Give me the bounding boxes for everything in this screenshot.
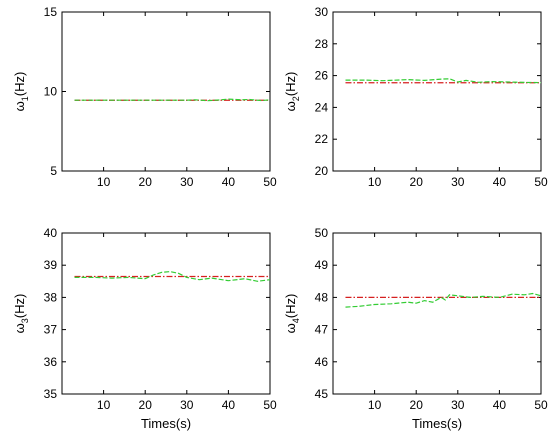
x-tick-label: 50 [263,398,277,412]
subplot-4: 10 20 30 40 50 45 46 47 48 49 50 ω4(Hz) Times(s) [283,226,548,431]
y-label-subscript: 2 [291,96,301,101]
y-label-symbol: ω [283,323,298,333]
y-tick-label: 46 [315,355,329,369]
y-tick-label: 39 [44,258,58,272]
y-tick-label: 49 [315,258,329,272]
y-axis-label: ω1(Hz) [12,72,30,112]
x-tick-label: 10 [97,398,111,412]
plot-frame [332,11,542,172]
y-label-symbol: ω [283,101,298,111]
x-tick-label: 40 [222,175,236,189]
y-tick-label: 36 [44,355,58,369]
x-tick-label: 30 [451,175,465,189]
x-tick-label: 30 [451,398,465,412]
x-tick-label: 10 [368,398,382,412]
y-axis-label: ω3(Hz) [12,294,30,334]
y-tick-label: 47 [315,323,329,337]
x-tick-label: 20 [139,175,153,189]
x-axis-label: Times(s) [412,416,462,431]
series-line [345,292,542,308]
y-tick-label: 37 [44,323,58,337]
plot-frame [332,232,542,395]
y-label-subscript: 3 [20,318,30,323]
y-label-unit: (Hz) [283,294,298,319]
y-tick-label: 26 [315,69,329,83]
x-tick-label: 40 [493,398,507,412]
y-axis-label: ω2(Hz) [283,72,301,112]
plot-frame [61,232,271,395]
x-tick-label: 20 [410,398,424,412]
y-tick-label: 5 [50,164,57,178]
plot-frame [61,11,271,172]
y-tick-label: 45 [315,387,329,401]
y-axis-label: ω4(Hz) [283,294,301,334]
y-label-subscript: 1 [20,96,30,101]
y-tick-label: 10 [44,85,58,99]
y-tick-label: 38 [44,290,58,304]
x-tick-label: 40 [493,175,507,189]
y-label-unit: (Hz) [12,72,27,97]
y-tick-label: 24 [315,100,329,114]
y-label-symbol: ω [12,323,27,333]
y-tick-label: 28 [315,37,329,51]
y-label-subscript: 4 [291,318,301,323]
y-tick-label: 40 [44,226,58,240]
series-line [74,270,271,282]
x-tick-label: 10 [368,175,382,189]
x-tick-label: 50 [534,175,548,189]
x-tick-label: 30 [180,398,194,412]
y-label-unit: (Hz) [12,294,27,319]
subplot-3: 10 20 30 40 50 35 36 37 38 39 40 ω3(Hz) Times(s) [12,226,277,431]
x-tick-label: 20 [410,175,424,189]
x-tick-label: 50 [534,398,548,412]
y-tick-label: 50 [315,226,329,240]
y-label-symbol: ω [12,101,27,111]
y-tick-label: 35 [44,387,58,401]
x-tick-label: 40 [222,398,236,412]
series-line [345,78,542,84]
series-line [74,98,271,102]
y-tick-label: 15 [44,5,58,19]
y-tick-label: 20 [315,164,329,178]
y-tick-label: 22 [315,132,329,146]
x-axis-label: Times(s) [141,416,191,431]
x-tick-label: 20 [139,398,153,412]
y-tick-label: 48 [315,290,329,304]
x-tick-label: 10 [97,175,111,189]
y-label-unit: (Hz) [283,72,298,97]
y-tick-label: 30 [315,5,329,19]
subplot-1: 10 20 30 40 50 5 10 15 ω1(Hz) [12,5,277,189]
x-tick-label: 50 [263,175,277,189]
x-tick-label: 30 [180,175,194,189]
subplot-2: 10 20 30 40 50 20 22 24 26 28 30 ω2(Hz) [283,5,548,189]
